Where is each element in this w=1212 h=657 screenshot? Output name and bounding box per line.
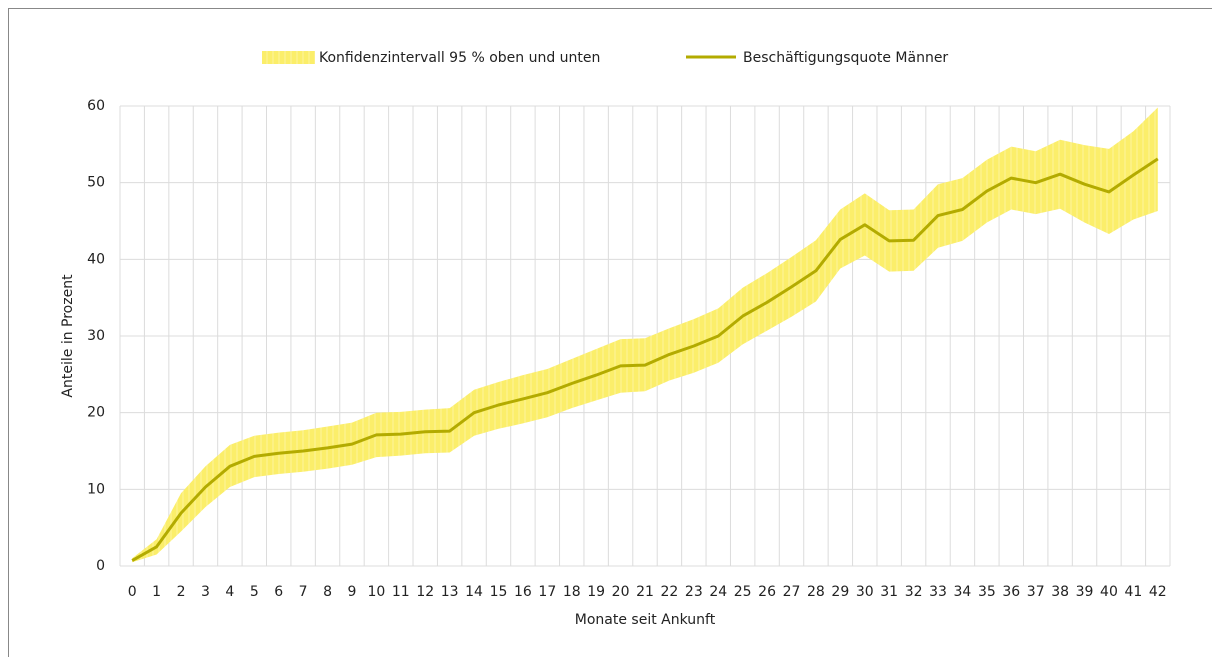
y-tick-label: 0 <box>96 558 105 574</box>
y-tick-label: 40 <box>87 251 105 267</box>
x-tick-label: 29 <box>831 584 849 600</box>
x-tick-label: 40 <box>1100 584 1118 600</box>
x-tick-label: 5 <box>250 584 259 600</box>
x-tick-label: 30 <box>856 584 874 600</box>
x-tick-label: 14 <box>465 584 483 600</box>
y-tick-label: 30 <box>87 328 105 344</box>
x-tick-label: 26 <box>758 584 776 600</box>
x-tick-label: 37 <box>1027 584 1045 600</box>
y-tick-label: 20 <box>87 405 105 421</box>
x-tick-label: 9 <box>348 584 357 600</box>
x-axis-title: Monate seit Ankunft <box>575 612 716 628</box>
x-tick-label: 20 <box>612 584 630 600</box>
legend-label: Beschäftigungsquote Männer <box>743 50 948 66</box>
x-tick-label: 3 <box>201 584 210 600</box>
legend-swatch <box>262 51 315 64</box>
y-tick-label: 10 <box>87 481 105 497</box>
x-tick-label: 35 <box>978 584 996 600</box>
x-tick-label: 19 <box>587 584 605 600</box>
line <box>131 157 1159 562</box>
x-tick-label: 39 <box>1076 584 1094 600</box>
x-tick-label: 42 <box>1149 584 1167 600</box>
x-tick-label: 33 <box>929 584 947 600</box>
x-tick-label: 7 <box>299 584 308 600</box>
x-tick-label: 28 <box>807 584 825 600</box>
x-tick-label: 25 <box>734 584 752 600</box>
y-tick-label: 50 <box>87 175 105 191</box>
x-tick-label: 10 <box>367 584 385 600</box>
x-tick-label: 13 <box>441 584 459 600</box>
x-tick-label: 17 <box>538 584 556 600</box>
x-tick-label: 4 <box>225 584 234 600</box>
legend-label: Konfidenzintervall 95 % oben und unten <box>319 50 600 66</box>
confidence-band <box>132 107 1158 563</box>
x-tick-label: 22 <box>661 584 679 600</box>
x-tick-label: 23 <box>685 584 703 600</box>
x-tick-label: 1 <box>152 584 161 600</box>
frame <box>8 8 1212 657</box>
x-tick-label: 27 <box>783 584 801 600</box>
x-tick-label: 8 <box>323 584 332 600</box>
y-tick-label: 60 <box>87 98 105 114</box>
x-tick-label: 11 <box>392 584 410 600</box>
x-tick-label: 34 <box>954 584 972 600</box>
x-tick-label: 31 <box>880 584 898 600</box>
x-tick-label: 18 <box>563 584 581 600</box>
x-tick-label: 6 <box>274 584 283 600</box>
x-tick-label: 0 <box>128 584 137 600</box>
x-tick-label: 12 <box>416 584 434 600</box>
x-tick-label: 38 <box>1051 584 1069 600</box>
x-tick-label: 2 <box>177 584 186 600</box>
x-tick-label: 36 <box>1002 584 1020 600</box>
y-axis-title: Anteile in Prozent <box>60 274 76 398</box>
x-tick-label: 24 <box>709 584 727 600</box>
x-tick-label: 32 <box>905 584 923 600</box>
x-tick-label: 15 <box>490 584 508 600</box>
x-tick-label: 16 <box>514 584 532 600</box>
x-tick-label: 41 <box>1124 584 1142 600</box>
x-tick-label: 21 <box>636 584 654 600</box>
